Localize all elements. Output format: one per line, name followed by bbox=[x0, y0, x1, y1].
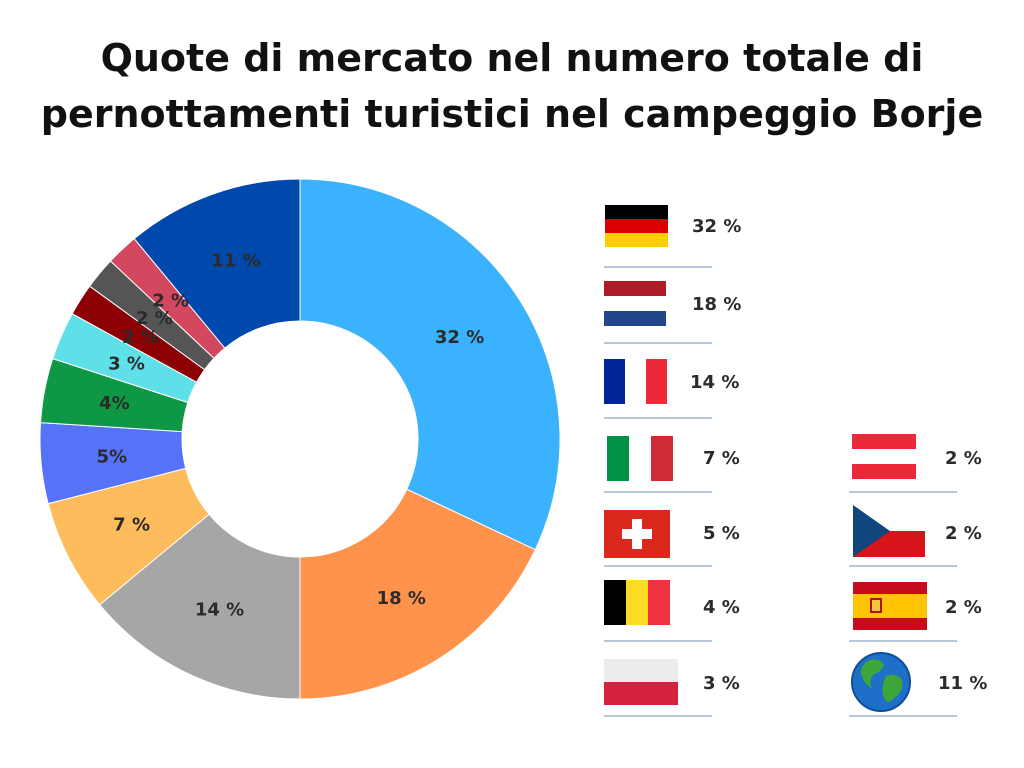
slice-label-7: 3 % bbox=[108, 353, 145, 374]
italy-flag bbox=[607, 436, 673, 481]
slice-label-9: 2 % bbox=[136, 308, 173, 329]
legend-value-belgium: 4 % bbox=[703, 597, 740, 618]
switzerland-flag bbox=[604, 510, 670, 558]
legend-value-austria: 2 % bbox=[945, 448, 982, 469]
legend-value-france: 14 % bbox=[690, 372, 739, 393]
spain-flag bbox=[853, 582, 927, 630]
slice-label-4: 7 % bbox=[113, 514, 150, 535]
title-line-2: pernottamenti turistici nel campeggio Bo… bbox=[40, 92, 984, 136]
legend-value-other: 11 % bbox=[938, 673, 987, 694]
austria-flag bbox=[852, 434, 916, 479]
legend-value-spain: 2 % bbox=[945, 597, 982, 618]
slice-labels: 32 %18 %14 %7 %5%4%3 %2 %2 %2 %11 % bbox=[97, 251, 485, 621]
donut-slice-2 bbox=[299, 488, 536, 700]
belgium-flag bbox=[604, 580, 670, 625]
germany-flag bbox=[605, 205, 668, 247]
legend-value-germany: 32 % bbox=[692, 216, 741, 237]
legend-separators bbox=[604, 266, 957, 717]
legend-value-netherlands: 18 % bbox=[692, 294, 741, 315]
legend-value-poland: 3 % bbox=[703, 673, 740, 694]
slice-label-8: 2 % bbox=[122, 327, 159, 348]
donut-slices bbox=[39, 178, 561, 700]
slice-label-3: 14 % bbox=[195, 600, 244, 621]
legend-value-switzerland: 5 % bbox=[703, 523, 740, 544]
slice-label-5: 5% bbox=[97, 446, 128, 467]
czech-republic-flag bbox=[853, 505, 925, 557]
chart-title: Quote di mercato nel numero totale di pe… bbox=[0, 30, 1024, 142]
poland-flag bbox=[604, 659, 678, 705]
legend-value-czech-republic: 2 % bbox=[945, 523, 982, 544]
slice-label-2: 18 % bbox=[377, 588, 426, 609]
slice-label-1: 32 % bbox=[435, 327, 484, 348]
donut-slice-3 bbox=[98, 513, 301, 700]
netherlands-flag bbox=[604, 281, 666, 326]
slice-label-10: 2 % bbox=[152, 291, 189, 312]
donut-slice-1 bbox=[299, 178, 561, 551]
donut-slice-11 bbox=[133, 178, 301, 349]
legend: 32 % 18 % 14 % 7 % 5 % 4 % 3 % 2 % 2 % 2… bbox=[604, 205, 987, 717]
title-line-1: Quote di mercato nel numero totale di bbox=[100, 36, 924, 80]
slice-label-11: 11 % bbox=[211, 251, 260, 272]
globe-icon bbox=[851, 652, 911, 712]
slice-label-6: 4% bbox=[99, 393, 130, 414]
france-flag bbox=[604, 359, 667, 404]
legend-value-italy: 7 % bbox=[703, 448, 740, 469]
